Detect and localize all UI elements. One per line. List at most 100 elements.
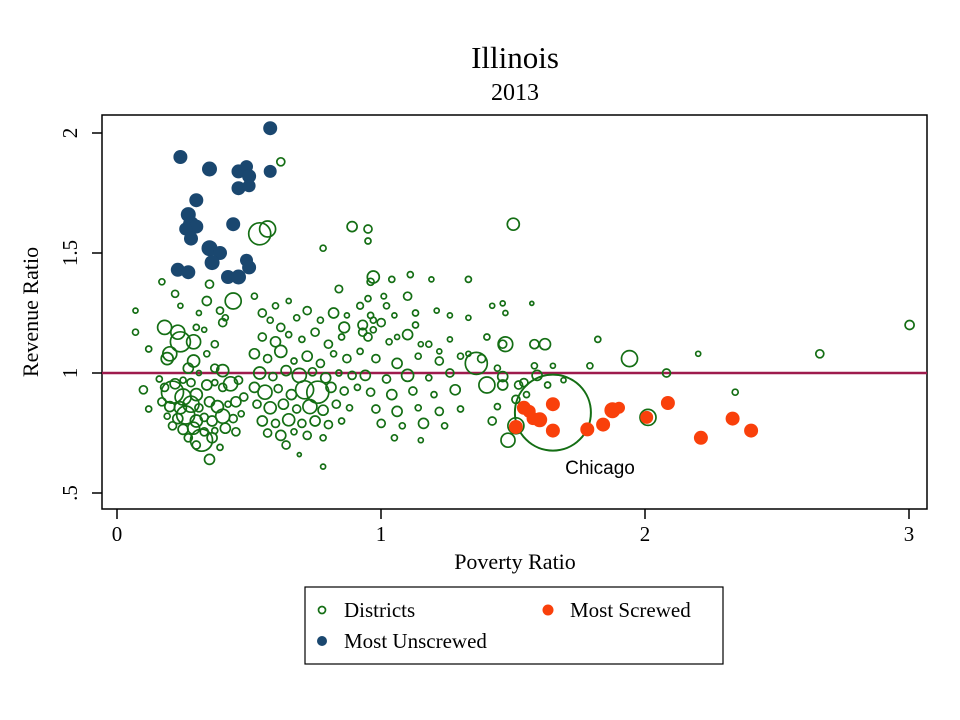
district-point: [371, 353, 381, 364]
district-point: [359, 369, 372, 382]
district-point: [274, 429, 287, 442]
district-point: [247, 221, 272, 246]
district-point: [191, 440, 202, 450]
most-unscrewed-point: [242, 179, 256, 193]
district-point: [302, 430, 313, 441]
district-point: [464, 351, 489, 376]
district-point: [364, 237, 372, 245]
most-unscrewed-point: [263, 121, 278, 136]
district-point: [280, 364, 292, 377]
district-point: [263, 400, 278, 415]
legend-label-most-screwed: Most Screwed: [570, 598, 691, 622]
district-point: [414, 352, 423, 361]
district-point: [273, 344, 288, 359]
district-point: [230, 395, 242, 408]
district-point: [183, 432, 194, 443]
district-point: [200, 326, 208, 334]
legend-marker-most-screwed-icon: [542, 604, 554, 616]
district-point: [694, 350, 702, 358]
most-screwed-point: [640, 410, 654, 424]
series-districts: [131, 156, 915, 470]
district-point: [192, 323, 201, 332]
district-point: [502, 309, 509, 317]
most-unscrewed-point: [263, 164, 277, 178]
district-point: [560, 376, 567, 384]
district-point: [157, 396, 167, 407]
most-unscrewed-point: [181, 265, 196, 280]
district-point: [169, 330, 192, 353]
district-point: [271, 301, 280, 310]
x-tick-label-2: 2: [640, 522, 651, 546]
district-point: [483, 333, 491, 341]
district-point: [476, 353, 487, 364]
district-point: [331, 399, 342, 410]
district-point: [319, 463, 327, 470]
district-point: [252, 399, 262, 410]
district-point: [256, 415, 269, 427]
district-point: [369, 316, 378, 325]
x-axis-ticks: [116, 509, 910, 519]
district-point: [206, 431, 218, 444]
district-point: [315, 358, 326, 369]
district-point: [268, 371, 278, 382]
district-point: [170, 289, 180, 299]
district-point: [202, 349, 211, 358]
chicago-label: Chicago: [565, 458, 635, 479]
district-point: [343, 312, 351, 319]
district-point: [357, 327, 368, 338]
district-point: [366, 277, 375, 287]
district-point: [209, 363, 220, 374]
district-point: [290, 427, 298, 436]
series-most-screwed: [508, 396, 759, 445]
district-point: [160, 351, 175, 366]
most-screwed-point: [744, 423, 759, 438]
district-point: [904, 319, 915, 331]
most-screwed-point: [545, 423, 560, 438]
district-point: [414, 403, 423, 412]
district-point: [390, 433, 399, 442]
district-point: [339, 386, 350, 396]
district-point: [215, 363, 230, 378]
most-unscrewed-point: [189, 219, 204, 234]
district-point: [345, 403, 354, 412]
district-point: [316, 316, 325, 325]
district-point: [182, 362, 195, 375]
district-point: [440, 421, 449, 430]
district-point: [499, 300, 507, 307]
most-screwed-point: [660, 396, 675, 410]
district-point: [258, 220, 277, 238]
district-point: [323, 419, 334, 430]
district-point: [203, 453, 216, 466]
district-point: [446, 336, 454, 343]
district-point: [411, 309, 420, 317]
district-point: [275, 322, 286, 333]
district-point: [506, 217, 521, 232]
district-point: [445, 368, 455, 378]
district-point: [382, 301, 391, 310]
district-point: [269, 335, 282, 348]
district-point: [290, 357, 298, 365]
legend: Districts Most Screwed Most Unscrewed: [304, 586, 724, 665]
most-screwed-point: [526, 412, 540, 426]
district-point: [158, 277, 166, 286]
district-point: [434, 356, 445, 366]
chicago-circle-annotation: [513, 373, 592, 452]
district-point: [231, 426, 241, 437]
district-point: [309, 415, 321, 427]
district-point: [228, 413, 239, 424]
most-unscrewed-point: [170, 262, 185, 277]
district-point: [163, 412, 172, 421]
x-axis-title: Poverty Ratio: [454, 549, 576, 574]
district-point: [257, 332, 268, 342]
district-point: [496, 370, 509, 383]
district-point: [277, 398, 290, 411]
most-unscrewed-point: [242, 169, 257, 184]
district-point: [353, 383, 362, 392]
district-point: [381, 374, 392, 384]
district-point: [385, 388, 398, 401]
district-point: [217, 382, 228, 393]
district-point: [365, 387, 376, 398]
district-point: [417, 340, 425, 348]
district-point: [195, 369, 203, 377]
district-point: [210, 378, 219, 387]
